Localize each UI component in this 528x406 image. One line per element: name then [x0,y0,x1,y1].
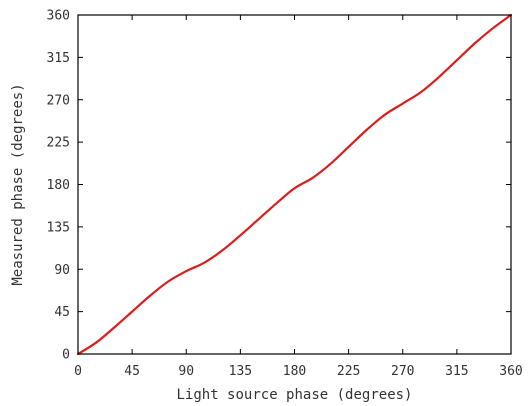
x-tick-label: 180 [283,364,306,379]
plot-frame [77,14,512,355]
y-tick-label: 135 [47,220,70,235]
y-tick-label: 360 [47,9,70,24]
x-axis-title: Light source phase (degrees) [176,387,412,403]
y-tick-label: 225 [47,136,70,151]
x-tick-label: 360 [499,364,522,379]
y-tick-label: 90 [54,263,70,278]
x-tick-label: 45 [124,364,140,379]
series-line [76,13,513,356]
y-axis-title: Measured phase (degrees) [10,83,26,285]
x-tick-label: 0 [74,364,82,379]
y-tick-label: 180 [47,178,70,193]
y-tick-label: 0 [62,348,70,363]
y-tick-label: 270 [47,93,70,108]
tick-labels-layer: 0 45 90 135 180 225 270 315 360 0 45 90 135 180 225 270… [47,9,523,380]
x-tick-label: 90 [178,364,194,379]
x-tick-label: 270 [391,364,414,379]
x-tick-label: 225 [337,364,360,379]
y-tick-label: 45 [54,305,70,320]
x-tick-label: 315 [445,364,468,379]
y-tick-label: 315 [47,51,70,66]
x-tick-label: 135 [229,364,252,379]
